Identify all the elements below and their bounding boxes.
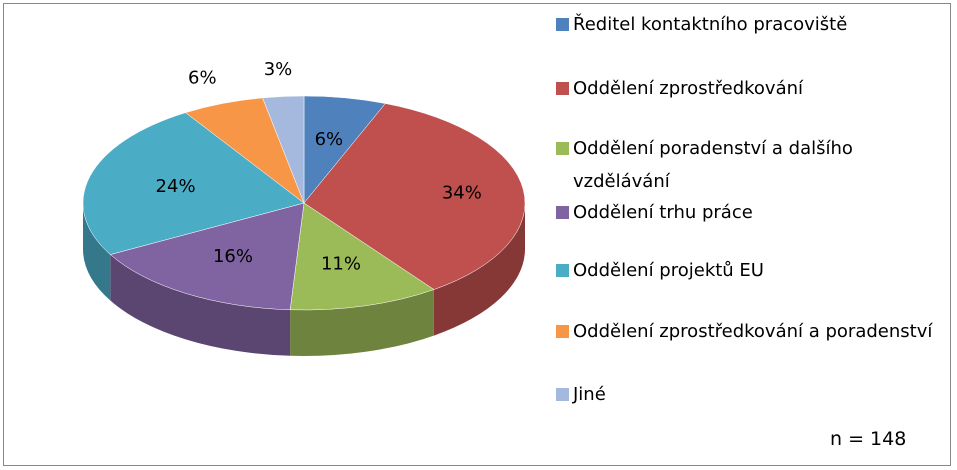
legend-item: Oddělení trhu práce xyxy=(556,196,946,229)
data-label: 3% xyxy=(264,59,293,80)
pie-slice xyxy=(109,202,305,311)
legend-label: Jiné xyxy=(573,384,606,405)
pie-side xyxy=(83,203,111,301)
pie-slice xyxy=(303,103,526,290)
legend-item: Oddělení poradenství a dalšího vzděláván… xyxy=(556,132,946,198)
legend-swatch xyxy=(556,264,569,277)
legend-swatch xyxy=(556,142,569,155)
legend-item: Oddělení zprostředkování a poradenství xyxy=(556,315,946,348)
legend-swatch xyxy=(556,325,569,338)
legend-item: Jiné xyxy=(556,378,946,411)
pie-slice xyxy=(82,112,305,255)
pie-side xyxy=(433,203,525,336)
data-label: 6% xyxy=(188,68,217,89)
pie-slice xyxy=(262,95,305,204)
data-label: 16% xyxy=(213,246,253,267)
data-label: 34% xyxy=(442,182,482,203)
legend-swatch xyxy=(556,388,569,401)
legend-label: Oddělení poradenství a dalšího vzděláván… xyxy=(573,138,853,192)
legend-swatch xyxy=(556,18,569,31)
legend-label: Oddělení zprostředkování xyxy=(573,78,804,99)
data-label: 24% xyxy=(156,176,196,197)
annotation: n = 148 xyxy=(830,428,907,450)
legend-swatch xyxy=(556,206,569,219)
legend-item: Oddělení zprostředkování xyxy=(556,72,946,105)
legend-item: Oddělení projektů EU xyxy=(556,254,946,287)
pie-slice xyxy=(289,202,435,311)
legend-label: Ředitel kontaktního pracoviště xyxy=(573,14,848,35)
pie-side xyxy=(290,289,434,356)
data-label: 6% xyxy=(315,129,344,150)
legend-label: Oddělení zprostředkování a poradenství xyxy=(573,321,933,342)
legend-swatch xyxy=(556,82,569,95)
chart-border xyxy=(3,3,951,466)
legend-item: Ředitel kontaktního pracoviště xyxy=(556,8,946,41)
legend-label: Oddělení projektů EU xyxy=(573,260,764,281)
legend-label: Oddělení trhu práce xyxy=(573,202,753,223)
data-label: 11% xyxy=(321,254,361,275)
pie-side xyxy=(110,254,291,356)
